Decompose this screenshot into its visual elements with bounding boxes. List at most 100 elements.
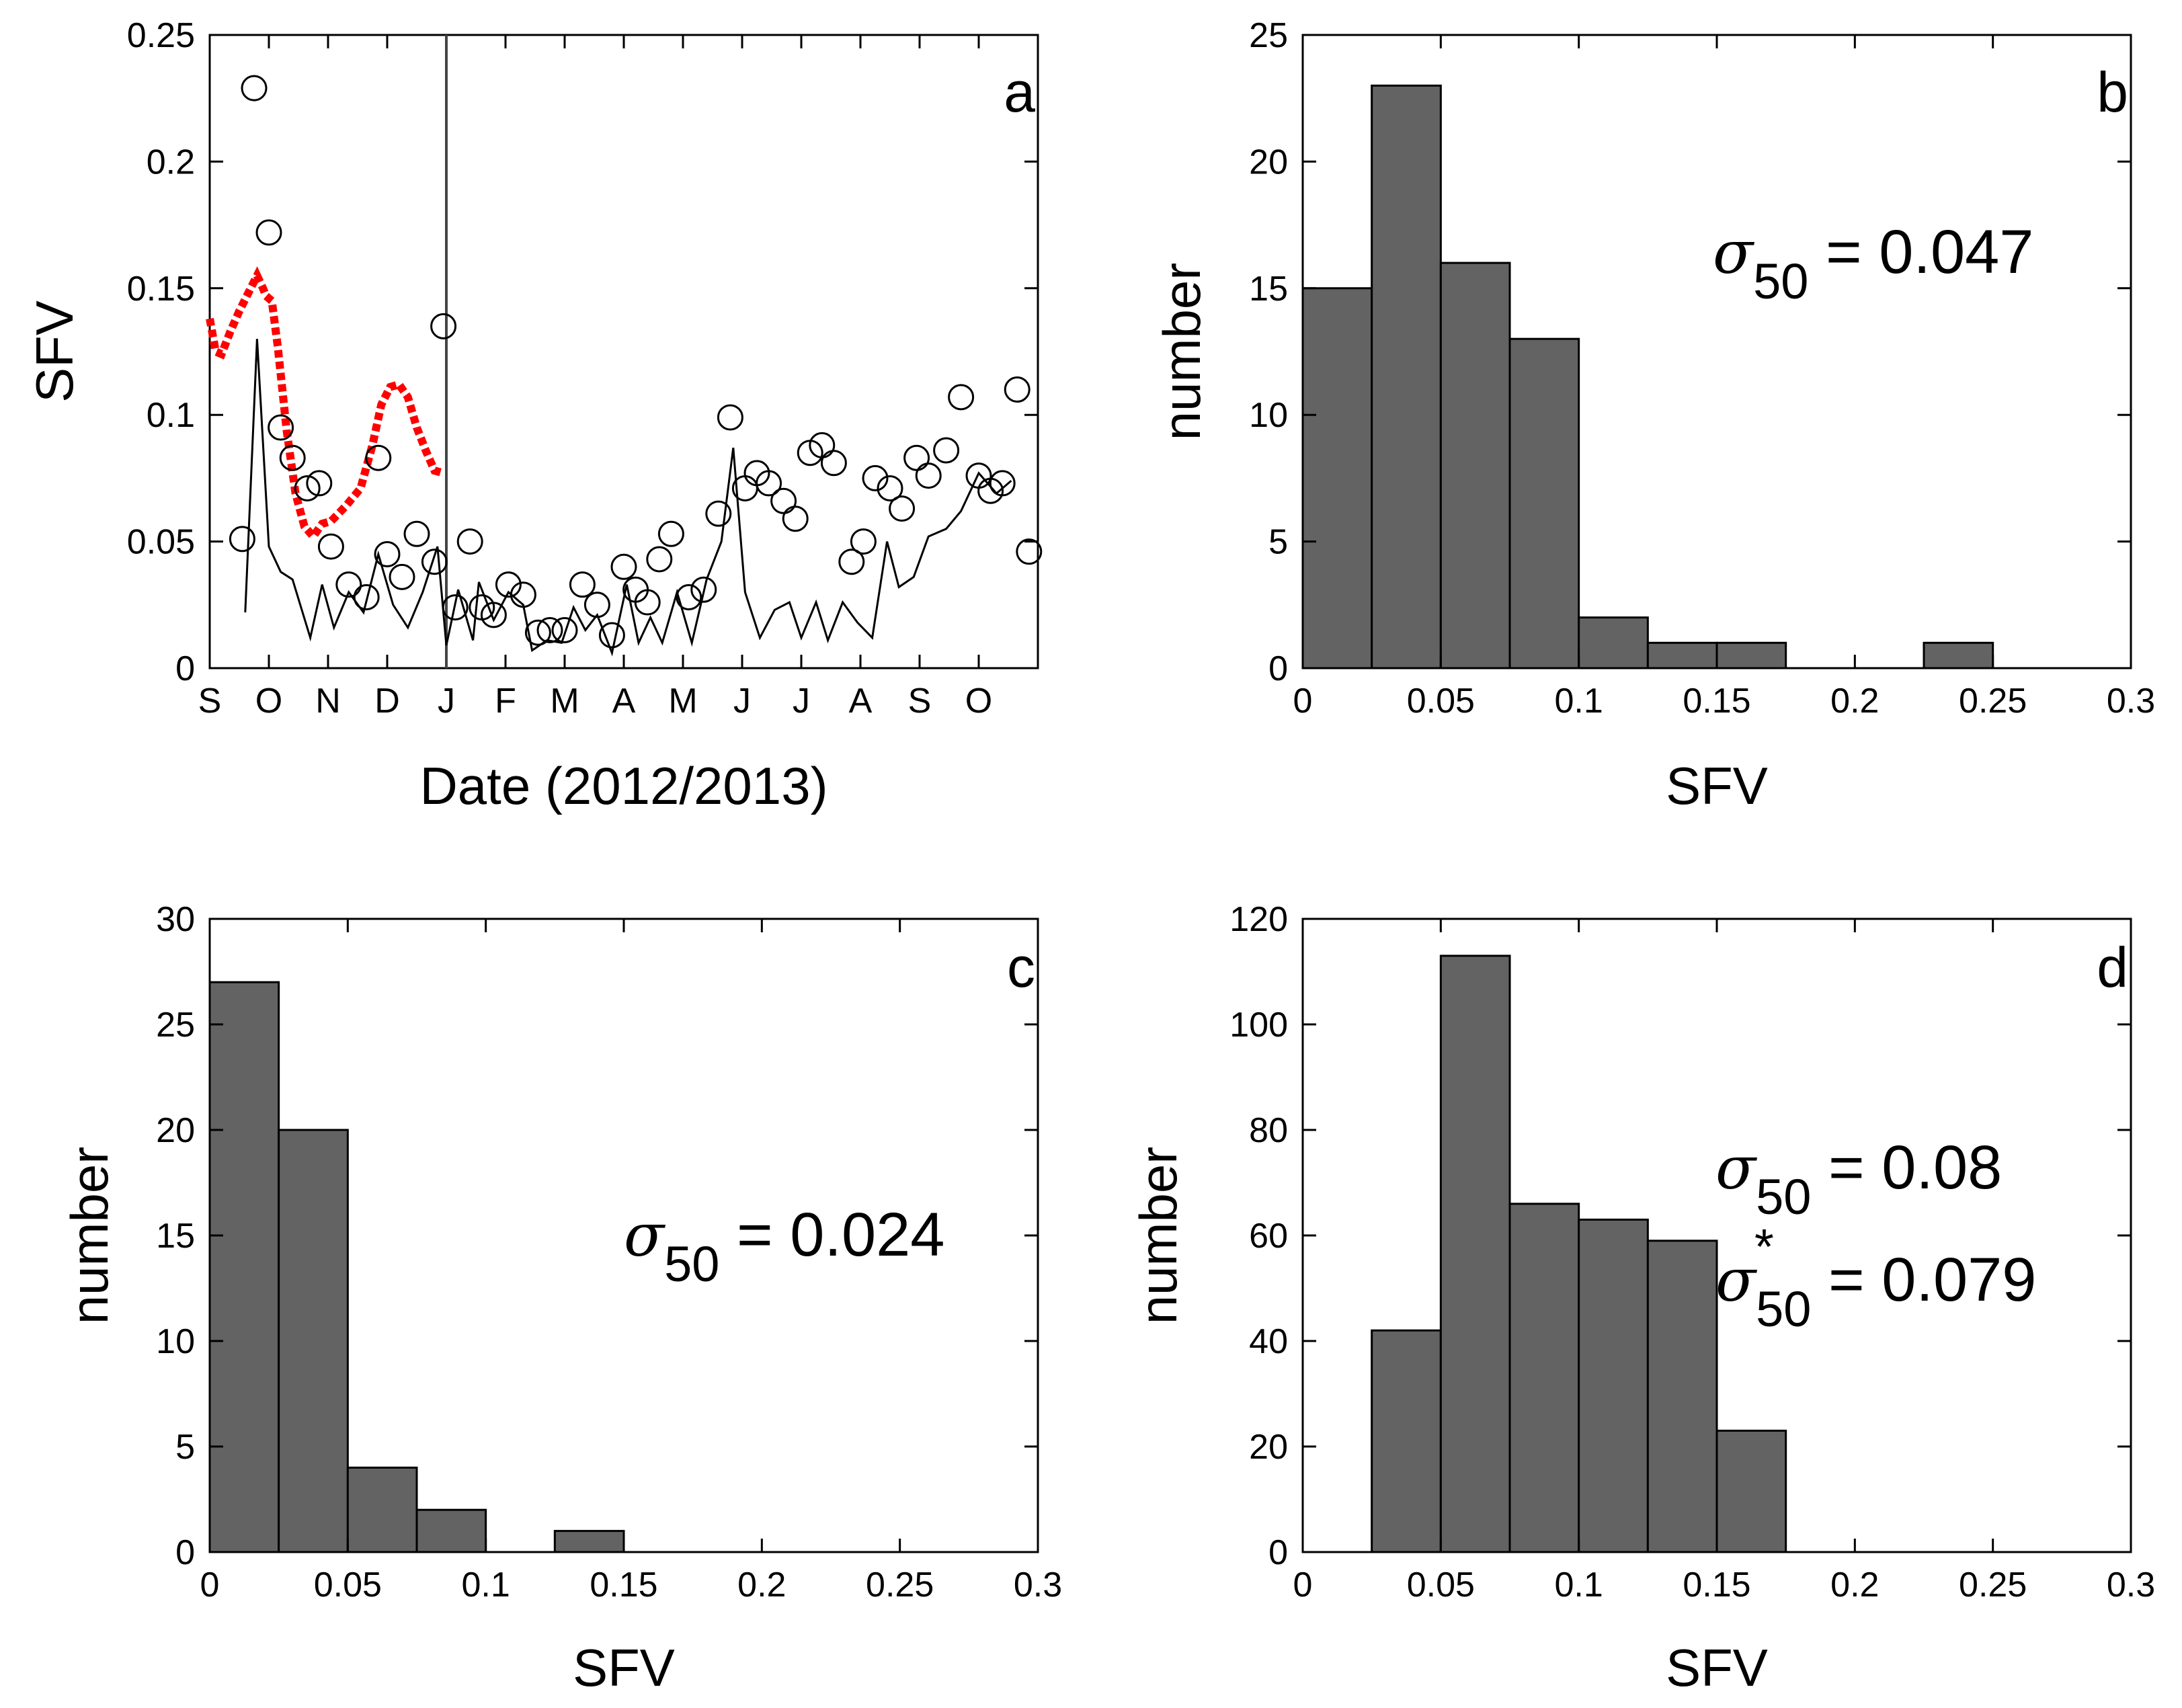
data-point (989, 470, 1016, 497)
y-tick-label: 5 (175, 1428, 195, 1467)
sigma-subscript: 50 (1756, 1169, 1811, 1225)
data-point (889, 495, 916, 522)
y-tick-label: 100 (1229, 1006, 1288, 1045)
y-tick-label: 0 (1268, 1533, 1288, 1572)
y-tick-label: 0.15 (127, 270, 195, 309)
y-tick-label: 80 (1249, 1111, 1288, 1150)
annotation-value: = 0.047 (1808, 218, 2033, 286)
histogram-bar (1578, 616, 1649, 669)
y-tick-label: 0.05 (127, 523, 195, 562)
x-tick-label: 0.25 (1959, 682, 2027, 721)
data-point (229, 526, 255, 553)
x-tick-label: O (255, 682, 282, 721)
data-point (536, 616, 563, 643)
x-tick-label: 0.25 (1959, 1565, 2027, 1604)
panel-c-xlabel: SFV (573, 1638, 675, 1697)
x-tick-label: 0 (200, 1565, 220, 1604)
histogram-bar (1508, 337, 1580, 669)
panel-c-ylabel: number (60, 1147, 119, 1324)
data-point (255, 219, 282, 246)
data-point (820, 450, 847, 477)
x-tick-label: 0.1 (1555, 1565, 1603, 1604)
y-tick-label: 25 (1249, 16, 1288, 55)
histogram-bar (1371, 1329, 1442, 1553)
data-point (756, 470, 782, 497)
y-tick-label: 20 (1249, 143, 1288, 181)
data-point (705, 500, 732, 527)
data-point (335, 571, 362, 598)
data-point (524, 619, 551, 646)
histogram-bar (346, 1466, 418, 1553)
x-tick-label: 0.05 (1407, 682, 1475, 721)
x-tick-label: M (668, 682, 697, 721)
y-tick-label: 30 (156, 900, 195, 939)
x-tick-label: D (374, 682, 400, 721)
histogram-bar (208, 981, 280, 1553)
y-tick-label: 20 (156, 1111, 195, 1150)
data-point (598, 622, 625, 649)
panel-d-letter: d (2097, 936, 2128, 999)
data-point (365, 444, 392, 471)
y-tick-label: 60 (1249, 1217, 1288, 1256)
x-tick-label: S (908, 682, 932, 721)
histogram-bar (1439, 954, 1511, 1553)
histogram-bar (1371, 84, 1442, 669)
data-point (569, 571, 596, 598)
data-point (294, 475, 321, 501)
data-point (317, 533, 344, 560)
data-point (862, 464, 889, 491)
sigma-subscript: 50 (1756, 1281, 1811, 1337)
data-point (690, 576, 717, 603)
data-point (279, 444, 306, 471)
data-point (306, 470, 333, 497)
data-point (782, 505, 809, 532)
annotation-value: = 0.08 (1811, 1133, 2002, 1202)
histogram-bar (1715, 1429, 1787, 1553)
panel-a-plot-layer: S O N D J F M A M J J A S O00.050.10.150.20.25 (127, 16, 1043, 721)
y-tick-label: 5 (1268, 523, 1288, 562)
x-tick-label: 0.1 (1555, 682, 1603, 721)
x-tick-label: 0.3 (2107, 682, 2155, 721)
panel-c-annotation-1: σ50 = 0.024 (624, 1201, 944, 1292)
data-point (657, 520, 684, 547)
x-tick-label: 0.15 (1683, 1565, 1750, 1604)
x-tick-label: 0.2 (737, 1565, 786, 1604)
x-tick-label: 0 (1293, 1565, 1313, 1604)
x-tick-label: N (315, 682, 341, 721)
data-point (430, 313, 457, 339)
panel-a: S O N D J F M A M J J A S O00.050.10.150.20.25 a Date… (25, 16, 1043, 815)
data-point (933, 437, 960, 464)
panel-c-plot-layer: 0 0.05 0.1 0.15 0.2 0.25 0.3 0 5 10 15 20 25 30 (156, 900, 1062, 1604)
x-tick-label: F (495, 682, 516, 721)
y-tick-label: 10 (156, 1322, 195, 1361)
x-tick-label: 0.2 (1830, 1565, 1879, 1604)
x-tick-label: 0.05 (1407, 1565, 1475, 1604)
histogram-bar (1646, 641, 1718, 669)
panel-d-annotation-2-star: * (1754, 1219, 1774, 1274)
sigma-symbol: σ (1715, 1246, 1758, 1315)
x-tick-label: S (198, 682, 222, 721)
data-point (850, 528, 877, 555)
y-tick-label: 20 (1249, 1428, 1288, 1467)
y-tick-label: 15 (156, 1217, 195, 1256)
y-tick-label: 10 (1249, 396, 1288, 435)
panel-b-plot-layer: 0 0.05 0.1 0.15 0.2 0.25 0.3 0 5 10 15 20 25 (1249, 16, 2155, 721)
data-point (374, 540, 401, 567)
panel-d-plot-layer: 0 0.05 0.1 0.15 0.2 0.25 0.3 0 20 40 60 80 100 120 (1229, 900, 2155, 1604)
y-tick-label: 120 (1229, 900, 1288, 939)
histogram-bar (278, 1129, 349, 1553)
sigma-symbol: σ (1713, 218, 1755, 287)
x-tick-label: J (733, 682, 751, 721)
data-point (442, 594, 469, 621)
x-tick-label: 0.25 (866, 1565, 934, 1604)
data-point (583, 592, 610, 618)
data-point (717, 404, 743, 431)
panel-c: 0 0.05 0.1 0.15 0.2 0.25 0.3 0 5 10 15 20 25 30 c σ50… (60, 900, 1062, 1697)
x-tick-label: 0.3 (2107, 1565, 2155, 1604)
data-point (510, 581, 536, 608)
data-point (551, 616, 578, 643)
panel-a-letter: a (1004, 60, 1035, 124)
panel-d-annotation-1: σ50 = 0.08 (1715, 1133, 2002, 1225)
